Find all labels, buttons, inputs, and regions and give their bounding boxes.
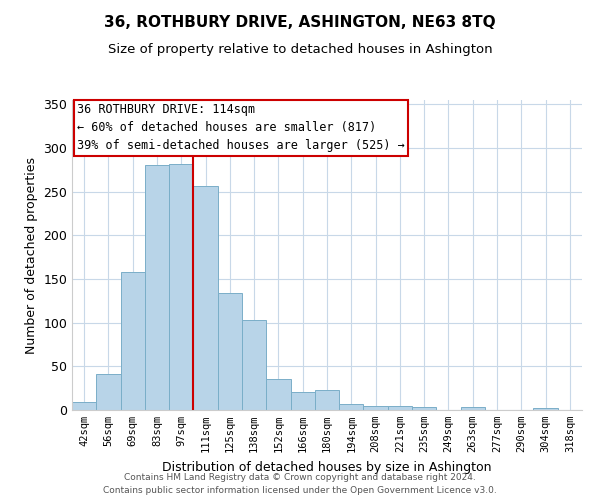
Text: 36 ROTHBURY DRIVE: 114sqm
← 60% of detached houses are smaller (817)
39% of semi: 36 ROTHBURY DRIVE: 114sqm ← 60% of detac… [77,103,405,152]
Text: Size of property relative to detached houses in Ashington: Size of property relative to detached ho… [107,42,493,56]
Bar [388,406,412,410]
Bar [218,293,242,410]
Bar [364,406,388,410]
Text: Contains HM Land Registry data © Crown copyright and database right 2024.
Contai: Contains HM Land Registry data © Crown c… [103,474,497,495]
Bar [145,166,169,410]
Bar [72,402,96,410]
Bar [461,406,485,410]
Bar [533,408,558,410]
Bar [290,392,315,410]
Bar [193,186,218,410]
Y-axis label: Number of detached properties: Number of detached properties [25,156,38,354]
Bar [339,404,364,410]
X-axis label: Distribution of detached houses by size in Ashington: Distribution of detached houses by size … [162,460,492,473]
Bar [266,380,290,410]
Text: 36, ROTHBURY DRIVE, ASHINGTON, NE63 8TQ: 36, ROTHBURY DRIVE, ASHINGTON, NE63 8TQ [104,15,496,30]
Bar [412,406,436,410]
Bar [315,390,339,410]
Bar [121,272,145,410]
Bar [242,320,266,410]
Bar [169,164,193,410]
Bar [96,374,121,410]
